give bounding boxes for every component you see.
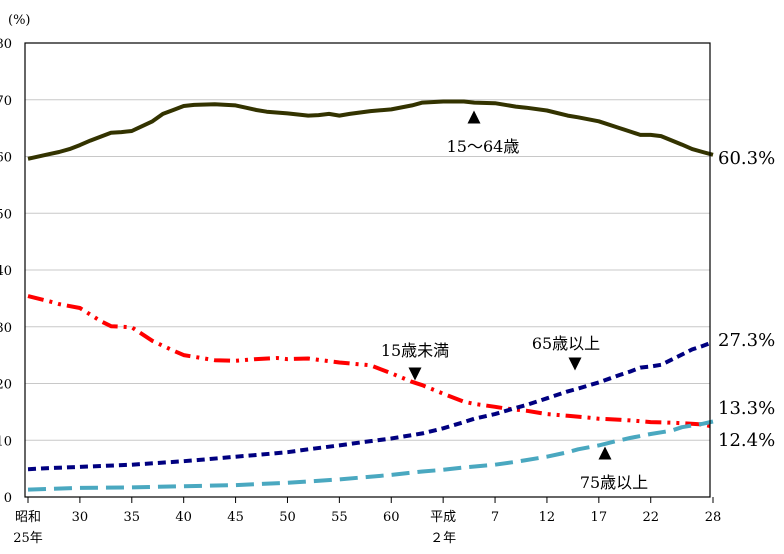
annotation-label: 65歳以上 — [532, 334, 600, 353]
end-labels: 60.3% 12.4% 27.3% 13.3% — [718, 148, 775, 451]
plot-frame — [24, 42, 711, 498]
y-tick-label: 0 — [4, 491, 12, 506]
y-tick-label: 20 — [0, 378, 12, 393]
annotation-label: 75歳以上 — [580, 473, 648, 492]
x-tick-label: 55 — [331, 510, 348, 525]
x-tick-label: 昭和 — [15, 510, 41, 525]
up-triangle-marker — [598, 446, 612, 460]
axis-ticks: 0 10 20 30 40 50 60 70 80 昭和 25年 30 35 40 45 50 55 60 平成 ２年… — [0, 37, 721, 546]
x-tick-label-line2: 25年 — [13, 531, 43, 546]
down-triangle-marker — [568, 357, 582, 371]
x-tick-label: 12 — [539, 510, 556, 525]
x-tick-label: 22 — [642, 510, 659, 525]
end-value-label: 12.4% — [718, 430, 775, 451]
y-tick-label: 30 — [0, 321, 12, 336]
y-tick-label: 70 — [0, 94, 12, 109]
plot-border — [24, 42, 711, 498]
series-line — [27, 419, 714, 492]
down-triangle-marker — [408, 367, 422, 381]
gridlines — [25, 99, 710, 441]
x-tick-label: 40 — [175, 510, 192, 525]
x-tick-label: 50 — [279, 510, 296, 525]
up-triangle-marker — [467, 110, 481, 124]
x-tick-label: 28 — [705, 510, 722, 525]
annotation-label: 15〜64歳 — [447, 137, 520, 156]
x-tick-label: 平成 — [430, 510, 456, 525]
series-line — [27, 340, 714, 472]
x-tick-label: 60 — [383, 510, 400, 525]
series-line — [27, 294, 714, 429]
end-value-label: 27.3% — [718, 330, 775, 351]
y-tick-label: 40 — [0, 264, 12, 279]
annotation-label: 15歳未満 — [381, 341, 449, 360]
y-unit-label: (%) — [8, 13, 31, 28]
x-tick-label: 7 — [491, 510, 499, 525]
end-value-label: 60.3% — [718, 148, 775, 169]
x-tick-label: 35 — [124, 510, 141, 525]
annotations: 15〜64歳 15歳未満 65歳以上 75歳以上 — [381, 110, 648, 492]
y-tick-label: 60 — [0, 151, 12, 166]
end-value-label: 13.3% — [718, 398, 775, 419]
series-lines — [27, 99, 714, 492]
x-tick-label: 17 — [591, 510, 608, 525]
x-tick-label-line2: ２年 — [430, 531, 456, 546]
y-tick-label: 80 — [0, 37, 12, 52]
series-line — [27, 99, 714, 161]
y-tick-label: 50 — [0, 207, 12, 222]
y-tick-label: 10 — [0, 434, 12, 449]
x-tick-label: 45 — [227, 510, 244, 525]
x-tick-label: 30 — [72, 510, 89, 525]
